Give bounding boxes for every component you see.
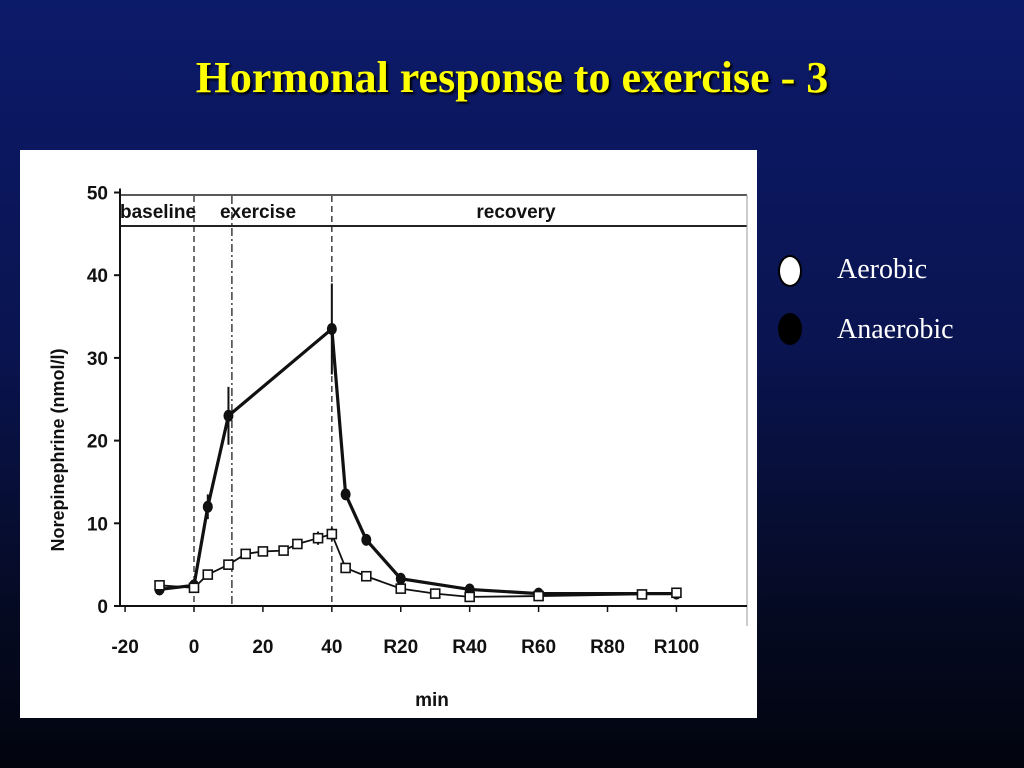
data-point-aerobic	[395, 583, 407, 594]
legend-item-aerobic: Aerobic	[775, 250, 1015, 310]
filled-circle-icon	[778, 313, 802, 345]
legend-label-anaerobic: Anaerobic	[837, 314, 954, 345]
data-point-aerobic	[326, 528, 338, 540]
y-tick-label: 30	[87, 349, 108, 370]
data-point-aerobic	[533, 590, 544, 602]
x-tick-label: R40	[452, 637, 487, 658]
data-point-anaerobic	[202, 500, 213, 513]
data-point-aerobic	[240, 548, 251, 560]
phase-label-exercise: exercise	[220, 202, 296, 223]
slide-title: Hormonal response to exercise - 3	[195, 53, 829, 102]
y-tick-label: 0	[97, 597, 108, 618]
series-line-aerobic	[159, 532, 677, 598]
data-point-anaerobic	[395, 572, 406, 585]
x-tick-label: -20	[111, 637, 138, 658]
y-tick-label: 50	[87, 184, 108, 205]
x-tick-label: R60	[521, 637, 556, 658]
data-point-aerobic	[340, 562, 351, 574]
legend-item-anaerobic: Anaerobic	[775, 310, 1015, 370]
y-axis-label: Norepinephrine (nmol/l)	[48, 348, 68, 551]
data-point-aerobic	[223, 559, 234, 570]
x-tick-label: 0	[189, 637, 200, 658]
data-point-aerobic	[154, 580, 165, 591]
phase-label-recovery: recovery	[476, 202, 556, 223]
chart-series	[154, 283, 682, 603]
phase-label-baseline: baseline	[120, 202, 196, 223]
x-axis-label: min	[415, 690, 449, 711]
data-point-anaerobic	[361, 533, 372, 546]
data-point-aerobic	[292, 538, 303, 550]
data-point-aerobic	[312, 532, 324, 544]
data-point-aerobic	[257, 546, 269, 557]
data-point-anaerobic	[340, 488, 351, 501]
data-point-aerobic	[636, 589, 648, 600]
x-tick-label: 40	[321, 637, 342, 658]
data-point-aerobic	[278, 545, 289, 556]
chart-legend: Aerobic Anaerobic	[775, 250, 1015, 370]
chart-frame	[120, 194, 748, 626]
y-tick-label: 10	[87, 514, 108, 535]
series-line-anaerobic	[159, 325, 677, 596]
chart-panel: baseline exercise recovery 0 10 20 30 40 50 -20 0…	[20, 150, 757, 718]
data-point-aerobic	[360, 570, 372, 582]
data-point-aerobic	[671, 587, 682, 599]
x-tick-label: R20	[383, 637, 418, 658]
x-tick-label: R100	[654, 637, 699, 658]
y-tick-label: 40	[87, 266, 108, 287]
data-point-aerobic	[464, 591, 475, 603]
x-tick-label: R80	[590, 637, 625, 658]
data-point-aerobic	[429, 588, 441, 599]
data-point-anaerobic	[223, 409, 234, 422]
data-point-aerobic	[202, 569, 214, 580]
open-circle-icon	[778, 255, 802, 287]
x-tick-label: 20	[252, 637, 273, 658]
data-point-anaerobic	[326, 322, 337, 335]
y-tick-label: 20	[87, 432, 108, 453]
legend-label-aerobic: Aerobic	[837, 254, 928, 285]
data-point-aerobic	[188, 582, 200, 594]
